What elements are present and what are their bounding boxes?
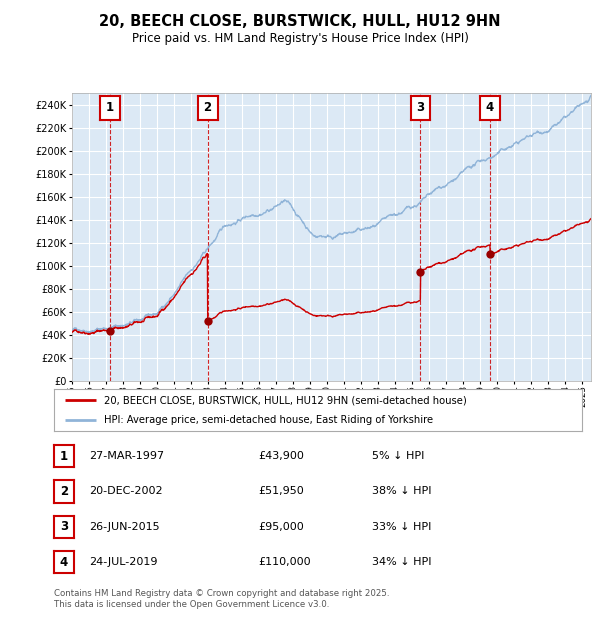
Text: 27-MAR-1997: 27-MAR-1997 <box>89 451 164 461</box>
Text: 26-JUN-2015: 26-JUN-2015 <box>89 521 160 532</box>
Text: 20-DEC-2002: 20-DEC-2002 <box>89 486 163 497</box>
Text: 20, BEECH CLOSE, BURSTWICK, HULL, HU12 9HN: 20, BEECH CLOSE, BURSTWICK, HULL, HU12 9… <box>99 14 501 29</box>
Text: 38% ↓ HPI: 38% ↓ HPI <box>372 486 431 497</box>
Text: 4: 4 <box>60 556 68 569</box>
Text: Contains HM Land Registry data © Crown copyright and database right 2025.
This d: Contains HM Land Registry data © Crown c… <box>54 590 389 609</box>
Text: 33% ↓ HPI: 33% ↓ HPI <box>372 521 431 532</box>
Text: £51,950: £51,950 <box>258 486 304 497</box>
Text: Price paid vs. HM Land Registry's House Price Index (HPI): Price paid vs. HM Land Registry's House … <box>131 32 469 45</box>
Text: 5% ↓ HPI: 5% ↓ HPI <box>372 451 424 461</box>
Text: 34% ↓ HPI: 34% ↓ HPI <box>372 557 431 567</box>
Text: 1: 1 <box>60 450 68 463</box>
Text: 3: 3 <box>416 102 425 114</box>
Text: HPI: Average price, semi-detached house, East Riding of Yorkshire: HPI: Average price, semi-detached house,… <box>104 415 433 425</box>
Text: 4: 4 <box>486 102 494 114</box>
Text: £110,000: £110,000 <box>258 557 311 567</box>
Text: £95,000: £95,000 <box>258 521 304 532</box>
Text: 2: 2 <box>60 485 68 498</box>
Text: 1: 1 <box>106 102 114 114</box>
Text: £43,900: £43,900 <box>258 451 304 461</box>
Text: 24-JUL-2019: 24-JUL-2019 <box>89 557 157 567</box>
Text: 3: 3 <box>60 520 68 533</box>
Text: 20, BEECH CLOSE, BURSTWICK, HULL, HU12 9HN (semi-detached house): 20, BEECH CLOSE, BURSTWICK, HULL, HU12 9… <box>104 395 467 405</box>
Text: 2: 2 <box>203 102 212 114</box>
